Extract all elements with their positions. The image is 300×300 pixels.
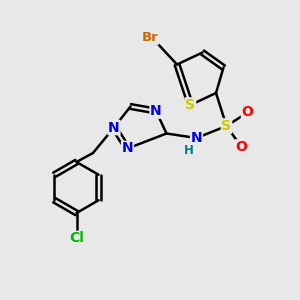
Text: N: N [108,121,120,134]
Text: N: N [122,142,133,155]
Text: O: O [242,106,254,119]
Text: Cl: Cl [69,232,84,245]
Text: S: S [185,98,196,112]
Text: H: H [184,143,194,157]
Text: O: O [236,140,247,154]
Text: N: N [191,131,202,145]
Text: Br: Br [142,31,158,44]
Text: S: S [221,119,232,133]
Text: N: N [150,104,162,118]
